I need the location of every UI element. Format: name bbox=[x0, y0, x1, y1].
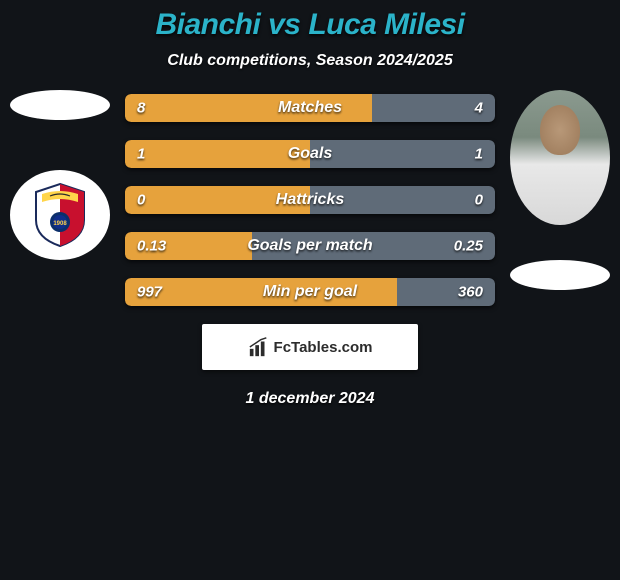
stat-bar: 0.13 0.25 Goals per match bbox=[125, 232, 495, 260]
svg-text:1908: 1908 bbox=[53, 221, 67, 227]
stat-left-value: 0 bbox=[137, 192, 145, 209]
stat-bar: 997 360 Min per goal bbox=[125, 278, 495, 306]
branding-badge: FcTables.com bbox=[202, 324, 418, 370]
stat-bar-left-segment bbox=[125, 140, 310, 168]
player-left-club-crest: 1908 bbox=[10, 170, 110, 260]
stat-label: Matches bbox=[278, 99, 342, 117]
comparison-main: 1908 8 4 Matches 1 1 Goals 0 0 Hattricks 0.13 0.25… bbox=[0, 90, 620, 306]
bar-chart-icon bbox=[248, 336, 270, 358]
stat-label: Hattricks bbox=[276, 191, 344, 209]
stat-right-value: 360 bbox=[458, 284, 483, 301]
stat-bars: 8 4 Matches 1 1 Goals 0 0 Hattricks 0.13 0.25 Goals… bbox=[125, 90, 495, 306]
stat-left-value: 8 bbox=[137, 100, 145, 117]
club-crest-icon: 1908 bbox=[32, 182, 88, 248]
stat-left-value: 997 bbox=[137, 284, 162, 301]
stat-label: Goals per match bbox=[247, 237, 372, 255]
stat-right-value: 1 bbox=[475, 146, 483, 163]
stat-label: Min per goal bbox=[263, 283, 357, 301]
stat-label: Goals bbox=[288, 145, 332, 163]
stat-left-value: 0.13 bbox=[137, 238, 166, 255]
stat-bar: 0 0 Hattricks bbox=[125, 186, 495, 214]
stat-right-value: 4 bbox=[475, 100, 483, 117]
stat-bar-right-segment bbox=[310, 140, 495, 168]
player-right-club-crest bbox=[510, 260, 610, 290]
player-right-avatar bbox=[510, 90, 610, 225]
comparison-subtitle: Club competitions, Season 2024/2025 bbox=[0, 52, 620, 70]
player-left-avatar bbox=[10, 90, 110, 120]
stat-bar: 1 1 Goals bbox=[125, 140, 495, 168]
stat-bar: 8 4 Matches bbox=[125, 94, 495, 122]
stat-right-value: 0.25 bbox=[454, 238, 483, 255]
branding-text: FcTables.com bbox=[274, 339, 373, 356]
snapshot-date: 1 december 2024 bbox=[0, 390, 620, 408]
stat-right-value: 0 bbox=[475, 192, 483, 209]
comparison-title: Bianchi vs Luca Milesi bbox=[0, 8, 620, 42]
stat-left-value: 1 bbox=[137, 146, 145, 163]
